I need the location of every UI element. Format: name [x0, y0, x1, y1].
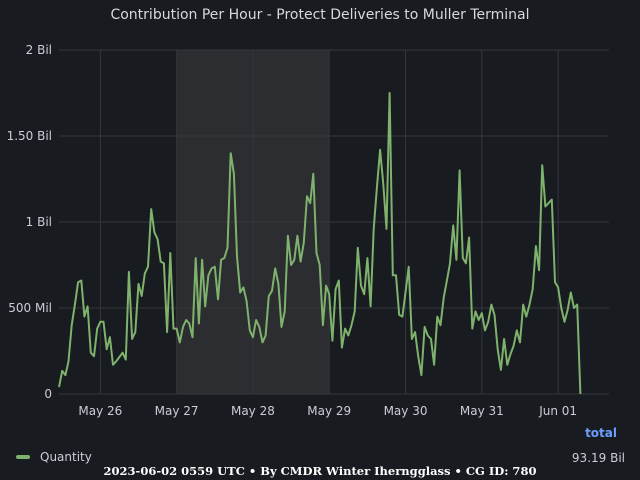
y-tick-label: 1 Bil [26, 215, 52, 229]
y-tick-label: 0 [44, 387, 52, 401]
legend-total-value: 93.19 Bil [571, 451, 625, 465]
series-line-quantity [58, 92, 582, 395]
footer-caption: 2023-06-02 0559 UTC • By CMDR Winter Ihe… [103, 464, 537, 478]
legend-total-header[interactable]: total [585, 426, 617, 440]
legend-label-quantity: Quantity [40, 450, 92, 464]
x-tick-label: May 30 [384, 404, 428, 418]
y-tick-label: 500 Mil [8, 301, 52, 315]
x-tick-label: Jun 01 [538, 404, 577, 418]
series-layer [58, 92, 582, 395]
x-tick-label: May 26 [78, 404, 122, 418]
x-tick-label: May 31 [460, 404, 504, 418]
legend[interactable]: Quantity [16, 450, 92, 464]
x-tick-label: May 29 [307, 404, 351, 418]
legend-swatch-quantity [16, 455, 30, 459]
y-tick-label: 1.50 Bil [7, 129, 52, 143]
chart-title: Contribution Per Hour - Protect Deliveri… [110, 7, 530, 23]
y-tick-label: 2 Bil [26, 43, 52, 57]
axis-labels-layer: 0 500 Mil 1 Bil 1.50 Bil 2 Bil May 26 May 27 Ma… [7, 43, 577, 418]
x-tick-label: May 27 [155, 404, 199, 418]
grid-layer [59, 49, 609, 395]
x-tick-label: May 28 [231, 404, 275, 418]
